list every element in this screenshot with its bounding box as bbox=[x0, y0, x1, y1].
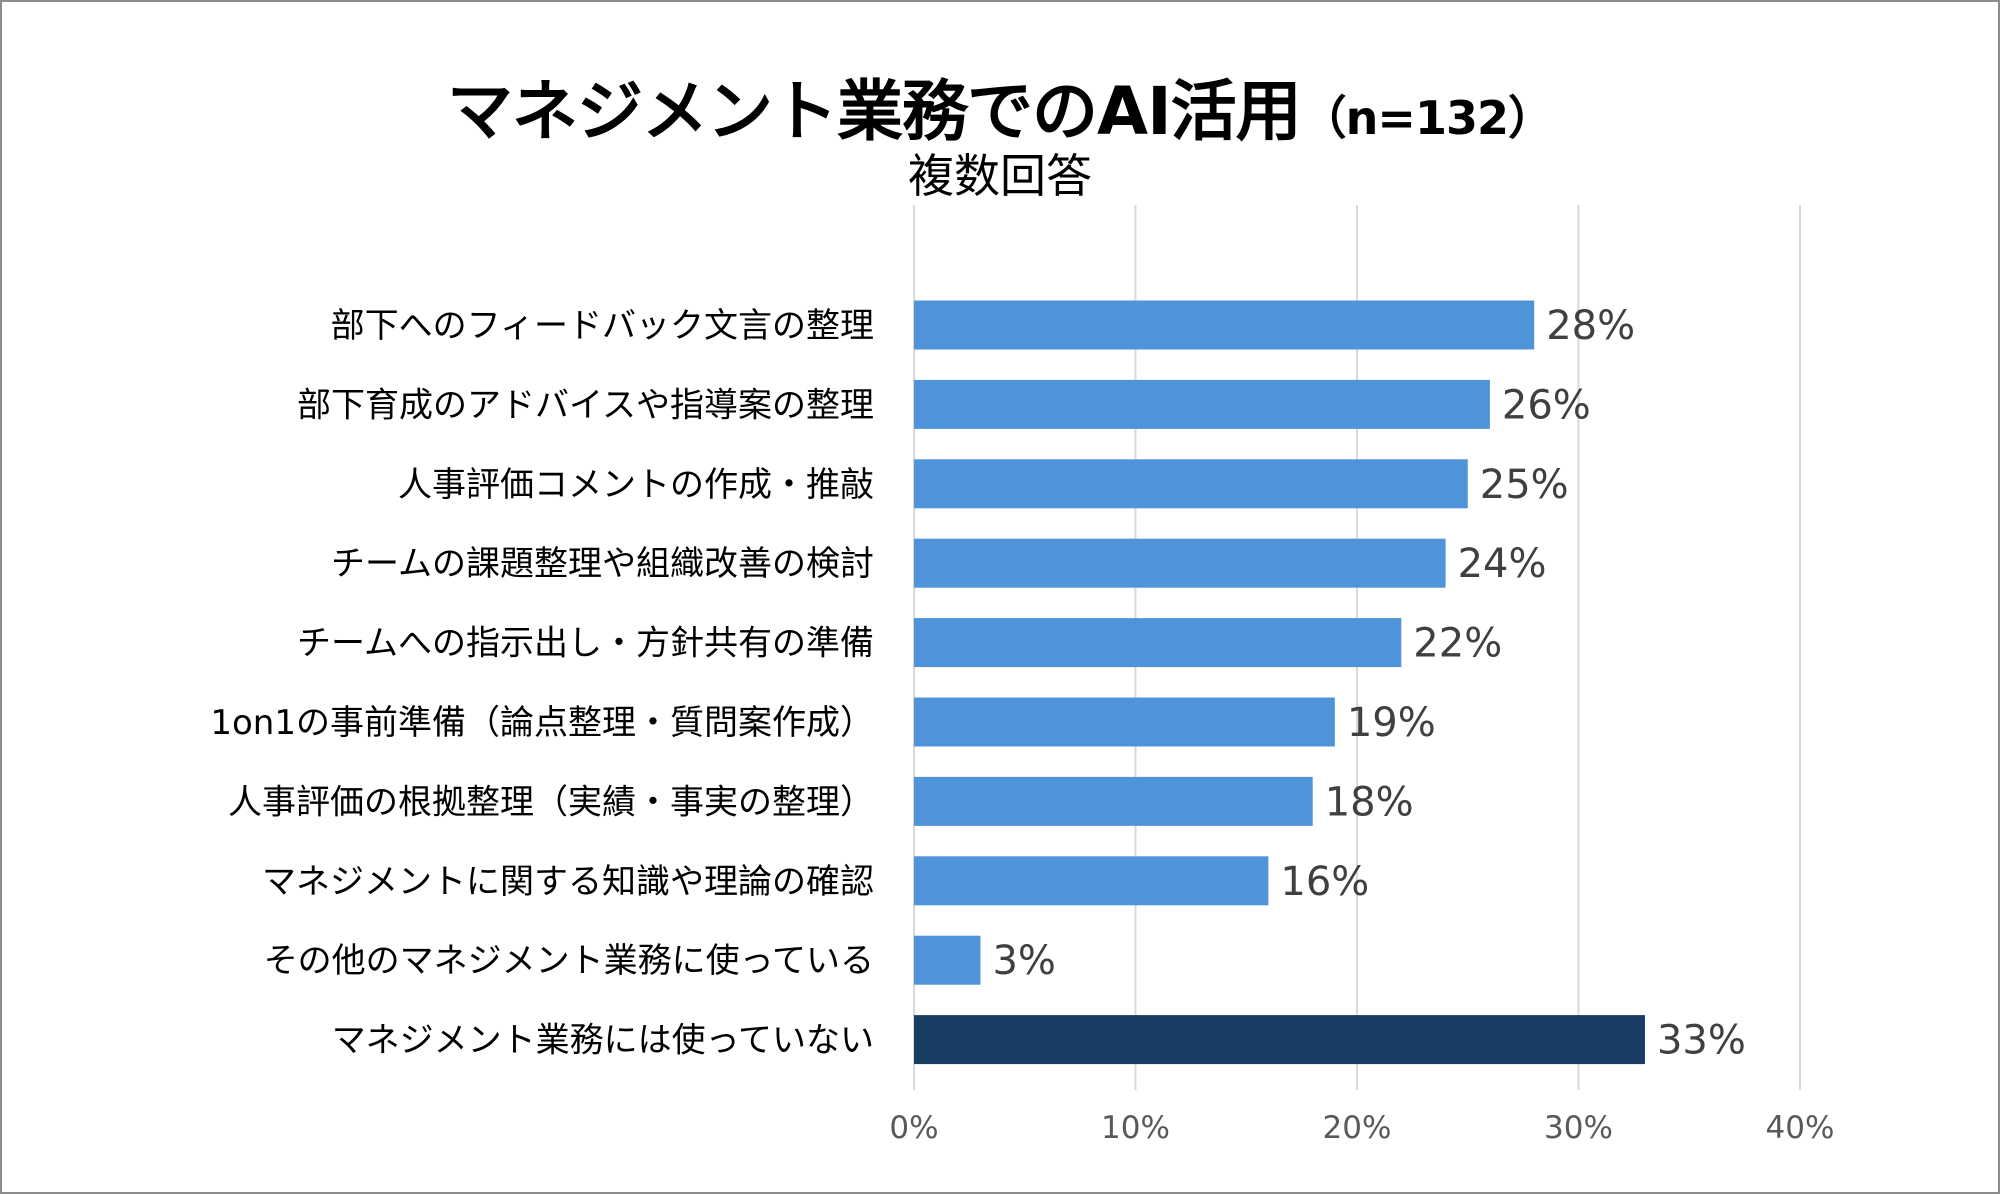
chart-title-sample-size: （n=132） bbox=[1300, 91, 1554, 145]
data-label: 26% bbox=[1502, 382, 1591, 428]
bar bbox=[914, 697, 1335, 747]
category-label: マネジメント業務には使っていない bbox=[332, 1021, 874, 1061]
data-label: 16% bbox=[1280, 859, 1369, 905]
chart-subtitle: 複数回答 bbox=[908, 149, 1092, 203]
bar bbox=[914, 379, 1490, 429]
data-label: 19% bbox=[1347, 700, 1436, 746]
category-label: 人事評価コメントの作成・推敲 bbox=[398, 465, 874, 505]
x-tick-label: 10% bbox=[1101, 1110, 1170, 1146]
data-label: 24% bbox=[1458, 541, 1547, 587]
data-label: 22% bbox=[1413, 621, 1502, 667]
category-label: 1on1の事前準備（論点整理・質問案作成） bbox=[210, 703, 874, 743]
chart-title-main: マネジメント業務でのAI活用 bbox=[447, 73, 1302, 150]
data-label: 18% bbox=[1325, 779, 1414, 825]
category-label: 人事評価の根拠整理（実績・事実の整理） bbox=[228, 782, 874, 822]
bar bbox=[914, 776, 1313, 826]
bar bbox=[914, 300, 1535, 350]
bar bbox=[914, 1015, 1645, 1065]
category-label: マネジメントに関する知識や理論の確認 bbox=[262, 862, 874, 902]
x-tick-label: 40% bbox=[1766, 1110, 1835, 1146]
bar bbox=[914, 935, 981, 985]
category-label: その他のマネジメント業務に使っている bbox=[264, 941, 874, 981]
x-tick-label: 30% bbox=[1544, 1110, 1613, 1146]
bars bbox=[914, 300, 1645, 1065]
x-tick-label: 20% bbox=[1323, 1110, 1392, 1146]
category-label: 部下へのフィードバック文言の整理 bbox=[331, 306, 874, 346]
data-label: 33% bbox=[1657, 1018, 1746, 1064]
bar bbox=[914, 856, 1269, 906]
category-labels: 部下へのフィードバック文言の整理部下育成のアドバイスや指導案の整理人事評価コメン… bbox=[210, 306, 874, 1061]
bar bbox=[914, 538, 1446, 588]
bar bbox=[914, 618, 1402, 668]
bar bbox=[914, 459, 1468, 509]
data-label: 25% bbox=[1480, 462, 1569, 508]
data-label: 28% bbox=[1546, 303, 1635, 349]
x-axis-ticks: 0% 10% 20% 30% 40% bbox=[889, 1110, 1834, 1146]
category-label: チームへの指示出し・方針共有の準備 bbox=[297, 624, 874, 664]
value-labels: 28% 26% 25% 24% 22% 19% 18% 16% 3% 33% bbox=[992, 303, 1745, 1064]
x-tick-label: 0% bbox=[889, 1110, 938, 1146]
data-label: 3% bbox=[992, 938, 1055, 984]
chart-title: マネジメント業務でのAI活用（n=132） bbox=[0, 58, 2000, 154]
category-label: 部下育成のアドバイスや指導案の整理 bbox=[297, 385, 874, 425]
category-label: チームの課題整理や組織改善の検討 bbox=[331, 544, 874, 584]
